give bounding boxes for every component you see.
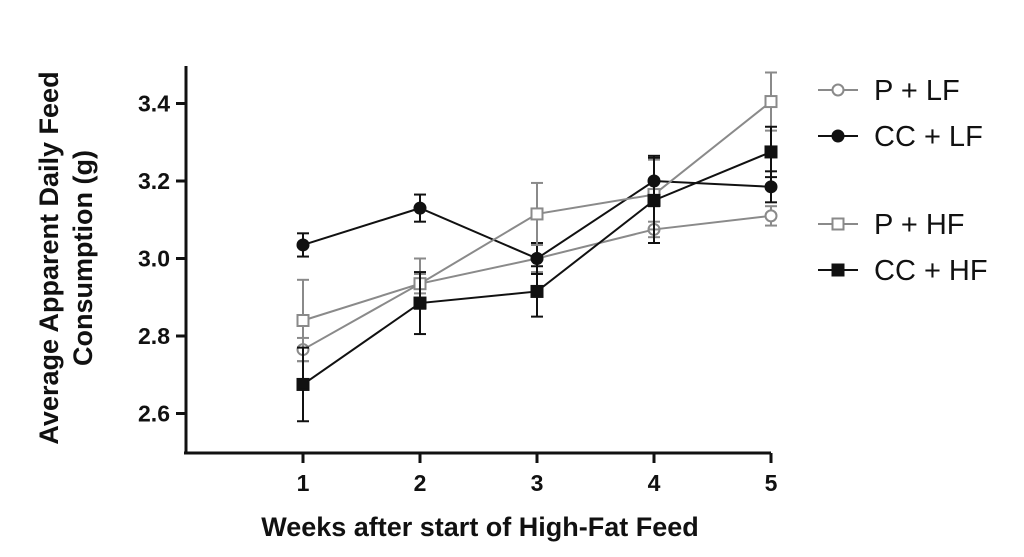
data-point — [296, 238, 310, 252]
data-point — [647, 193, 661, 207]
data-point — [764, 209, 778, 223]
y-tick-label: 3.0 — [138, 246, 170, 272]
x-tick-label: 2 — [414, 470, 427, 496]
legend-item-cc-hf: CC + HF — [818, 255, 988, 287]
data-point — [413, 201, 427, 215]
legend-label: P + LF — [874, 75, 960, 107]
axes — [184, 66, 771, 455]
legend-marker — [831, 263, 845, 277]
y-axis-title: Average Apparent Daily Feed Consumption … — [34, 71, 98, 444]
x-axis-title: Weeks after start of High-Fat Feed — [261, 512, 699, 542]
data-point — [764, 145, 778, 159]
legend-marker — [831, 83, 845, 97]
x-ticks: 1 2 3 4 5 — [297, 453, 778, 496]
y-tick-label: 2.8 — [138, 323, 170, 349]
y-axis-title-line-2: Consumption (g) — [68, 150, 98, 366]
y-axis-title-line-1: Average Apparent Daily Feed — [34, 71, 64, 444]
data-point — [764, 180, 778, 194]
series-cc-hf — [296, 125, 778, 423]
x-tick-label: 5 — [765, 470, 778, 496]
data-point — [530, 252, 544, 265]
series-layer — [296, 71, 778, 423]
legend-label: CC + LF — [874, 121, 983, 153]
legend-marker — [831, 129, 845, 143]
y-tick-label: 3.4 — [138, 91, 170, 117]
legend-item-p-hf: P + HF — [818, 209, 965, 241]
data-point — [530, 284, 544, 298]
data-point — [296, 377, 310, 391]
y-tick-label: 3.2 — [138, 168, 170, 194]
y-ticks: 2.6 2.8 3.0 3.2 3.4 — [138, 91, 186, 427]
legend-item-p-lf: P + LF — [818, 75, 960, 107]
data-point — [530, 207, 544, 221]
y-tick-label: 2.6 — [138, 401, 170, 427]
legend-label: P + HF — [874, 209, 965, 241]
x-tick-label: 1 — [297, 470, 310, 496]
data-point — [413, 296, 427, 310]
data-point — [296, 314, 310, 327]
x-tick-label: 3 — [531, 470, 544, 496]
x-tick-label: 4 — [648, 470, 661, 496]
series-p-hf — [296, 71, 778, 363]
legend: P + LF CC + LF P + HF CC + HF — [818, 75, 988, 287]
legend-item-cc-lf: CC + LF — [818, 121, 983, 153]
legend-label: CC + HF — [874, 255, 988, 287]
legend-marker — [831, 217, 845, 231]
data-point — [764, 95, 778, 109]
